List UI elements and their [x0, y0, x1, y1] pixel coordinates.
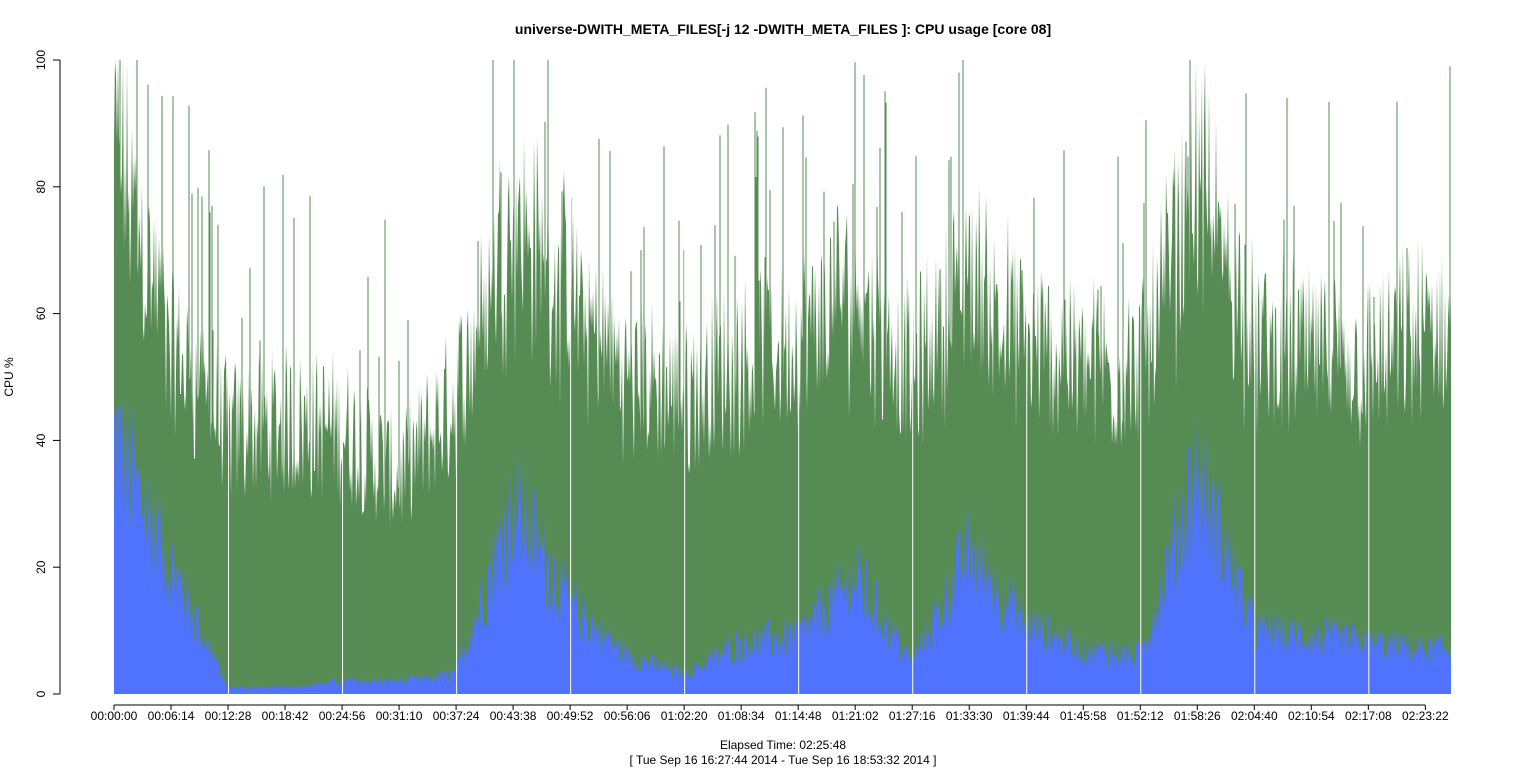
y-axis-label: CPU %: [2, 357, 16, 397]
y-tick-label: 20: [34, 560, 48, 574]
x-tick-label: 01:52:12: [1117, 709, 1164, 723]
x-tick-label: 00:37:24: [433, 709, 480, 723]
x-tick-label: 00:18:42: [262, 709, 309, 723]
x-tick-label: 01:08:34: [718, 709, 765, 723]
x-tick-label: 01:33:30: [946, 709, 993, 723]
series-area-lower: [114, 391, 1451, 694]
x-tick-label: 00:00:00: [91, 709, 138, 723]
x-tick-label: 01:58:26: [1174, 709, 1221, 723]
x-tick-label: 00:24:56: [319, 709, 366, 723]
y-axis: 0 20 40 60 80 100: [34, 50, 61, 697]
x-tick-label: 01:39:44: [1003, 709, 1050, 723]
y-tick-label: 80: [34, 180, 48, 194]
x-tick-label: 01:27:16: [889, 709, 936, 723]
x-tick-label: 02:10:54: [1288, 709, 1335, 723]
x-tick-label: 00:12:28: [205, 709, 252, 723]
x-tick-label: 02:04:40: [1231, 709, 1278, 723]
x-tick-label: 00:31:10: [376, 709, 423, 723]
y-tick-label: 100: [34, 50, 48, 70]
x-axis: 00:00:00 00:06:14 00:12:28 00:18:42 00:24:56…: [91, 704, 1449, 723]
x-tick-label: 00:06:14: [148, 709, 195, 723]
x-tick-label: 01:45:58: [1060, 709, 1107, 723]
x-tick-label: 01:02:20: [661, 709, 708, 723]
plot-marks-group: [119, 60, 1451, 694]
y-tick-label: 40: [34, 433, 48, 447]
x-tick-label: 02:23:22: [1402, 709, 1449, 723]
x-tick-label: 02:17:08: [1345, 709, 1392, 723]
x-tick-label: 00:56:06: [604, 709, 651, 723]
y-tick-label: 60: [34, 307, 48, 321]
x-axis-label: Elapsed Time: 02:25:48: [719, 738, 847, 752]
y-tick-label: 0: [34, 690, 48, 697]
x-tick-label: 00:49:52: [547, 709, 594, 723]
x-tick-label: 00:43:38: [490, 709, 537, 723]
x-tick-label: 01:21:02: [832, 709, 879, 723]
x-tick-label: 01:14:48: [775, 709, 822, 723]
time-range-label: [ Tue Sep 16 16:27:44 2014 - Tue Sep 16 …: [629, 753, 937, 767]
chart-title: universe-DWITH_META_FILES[-j 12 -DWITH_M…: [514, 21, 1052, 37]
